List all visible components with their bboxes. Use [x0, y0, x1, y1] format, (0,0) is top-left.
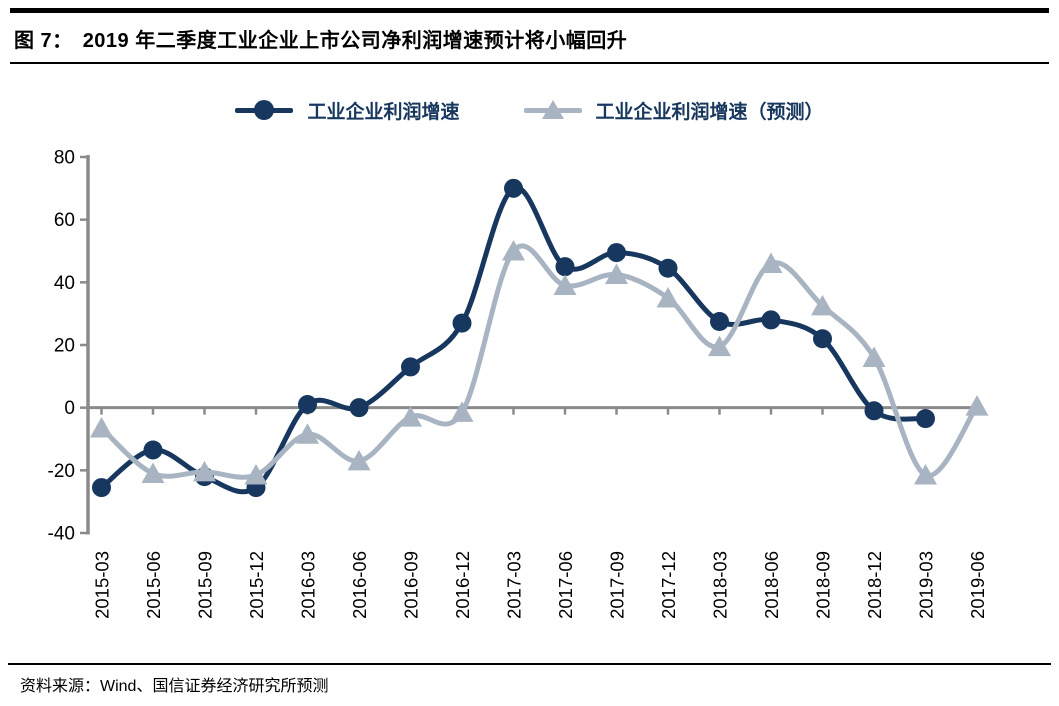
svg-text:2017-12: 2017-12 [658, 551, 679, 619]
series-0 [92, 178, 935, 498]
svg-text:2019-03: 2019-03 [916, 551, 937, 619]
svg-text:2016-06: 2016-06 [349, 551, 370, 619]
svg-text:0: 0 [64, 398, 75, 419]
line-circle-marker-icon [235, 98, 294, 122]
line-triangle-marker-icon [523, 98, 582, 122]
legend-item-actual: 工业企业利润增速 [235, 97, 460, 124]
svg-text:2019-06: 2019-06 [967, 551, 988, 619]
title-divider [10, 62, 1049, 64]
svg-text:2015-03: 2015-03 [92, 551, 113, 619]
svg-text:2016-09: 2016-09 [401, 551, 422, 619]
svg-text:2018-06: 2018-06 [761, 551, 782, 619]
figure-title: 图 7： 2019 年二季度工业企业上市公司净利润增速预计将小幅回升 [14, 24, 627, 53]
legend-item-forecast: 工业企业利润增速（预测） [523, 97, 824, 124]
svg-text:80: 80 [54, 148, 75, 169]
svg-text:2015-09: 2015-09 [195, 551, 216, 619]
svg-text:-20: -20 [48, 461, 75, 482]
svg-text:20: 20 [54, 336, 75, 357]
top-rule [10, 8, 1049, 13]
source-note: 资料来源：Wind、国信证券经济研究所预测 [20, 678, 329, 695]
svg-text:-40: -40 [48, 524, 75, 545]
figure-title-text: 2019 年二季度工业企业上市公司净利润增速预计将小幅回升 [82, 30, 628, 52]
svg-text:2018-09: 2018-09 [813, 551, 834, 619]
svg-text:2015-12: 2015-12 [246, 551, 267, 619]
svg-text:2015-06: 2015-06 [143, 551, 164, 619]
svg-text:2017-09: 2017-09 [607, 551, 628, 619]
svg-text:2017-03: 2017-03 [504, 551, 525, 619]
chart-legend: 工业企业利润增速 工业企业利润增速（预测） [0, 93, 1059, 127]
series-1 [90, 240, 989, 485]
svg-text:40: 40 [54, 273, 75, 294]
svg-text:2016-03: 2016-03 [298, 551, 319, 619]
legend-label-forecast: 工业企业利润增速（预测） [595, 101, 824, 123]
legend-label-actual: 工业企业利润增速 [307, 101, 460, 123]
svg-text:2017-06: 2017-06 [555, 551, 576, 619]
svg-text:2018-12: 2018-12 [864, 551, 885, 619]
svg-text:2016-12: 2016-12 [452, 551, 473, 619]
axes: 80 60 40 20 0 -20 -40 2015-03 2015-06 2015-09 2015… [48, 148, 988, 619]
svg-text:60: 60 [54, 210, 75, 231]
source-divider [8, 663, 1051, 665]
figure-number-label: 图 7： [14, 30, 73, 52]
svg-text:2018-03: 2018-03 [710, 551, 731, 619]
